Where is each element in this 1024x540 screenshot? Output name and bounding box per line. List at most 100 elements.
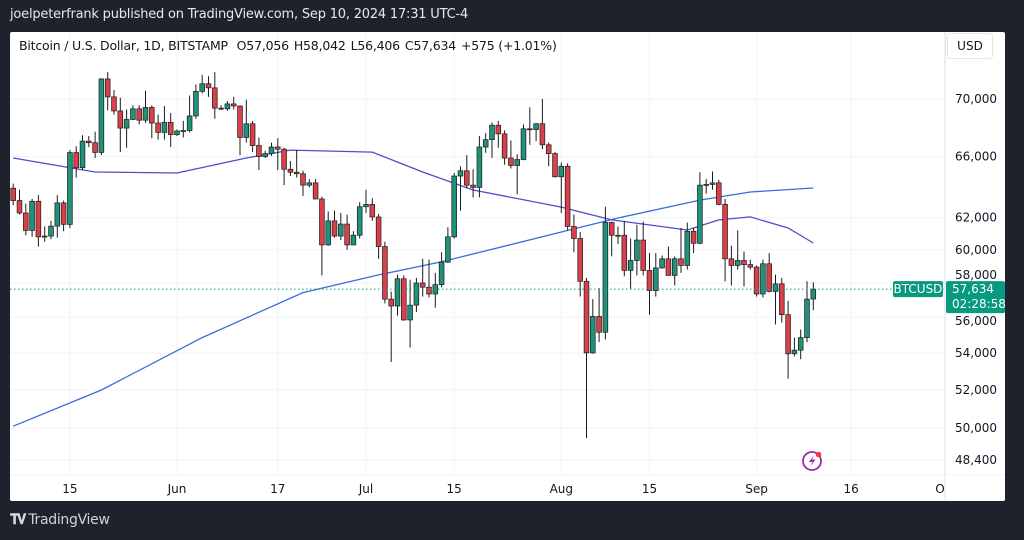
- candle: [533, 123, 539, 142]
- candle: [350, 231, 357, 246]
- candle-body-up: [174, 130, 180, 135]
- publisher-caption: joelpeterfrank published on TradingView.…: [10, 7, 469, 22]
- candle-body-down: [155, 122, 161, 133]
- candle-body-up: [130, 108, 136, 120]
- candle: [608, 221, 615, 257]
- candle-body-up: [413, 282, 420, 306]
- candle: [716, 179, 722, 206]
- candle-body-down: [741, 260, 747, 265]
- candle-body-up: [161, 121, 168, 133]
- candle-body-down: [464, 170, 470, 186]
- candle: [552, 152, 558, 178]
- candle: [438, 252, 445, 288]
- candle-body-down: [117, 110, 124, 129]
- candle: [709, 171, 716, 190]
- grid: [10, 32, 947, 475]
- candle-body-down: [583, 280, 590, 354]
- candle: [470, 169, 476, 198]
- candle: [79, 135, 86, 170]
- candle: [464, 155, 470, 189]
- candle-body-up: [54, 202, 61, 227]
- candle: [659, 255, 665, 269]
- candle: [60, 200, 67, 232]
- candle: [407, 279, 413, 348]
- time-tick-label: Sep: [745, 482, 768, 496]
- candle-body-down: [508, 157, 514, 166]
- candle: [312, 179, 319, 200]
- candle-body-up: [489, 124, 495, 141]
- candle: [671, 256, 678, 286]
- candle-body-up: [363, 204, 369, 208]
- chart-panel[interactable]: [10, 32, 1005, 501]
- candle-body-down: [104, 78, 111, 98]
- symbol-description[interactable]: Bitcoin / U.S. Dollar, 1D, BITSTAMP: [19, 38, 228, 53]
- candle: [501, 130, 508, 165]
- candle: [514, 154, 520, 195]
- candle: [275, 138, 281, 170]
- candle-body-up: [533, 123, 539, 130]
- candle: [797, 329, 804, 360]
- candle: [319, 196, 325, 276]
- lightning-icon[interactable]: [802, 451, 822, 471]
- candle-body-up: [659, 258, 665, 269]
- candle: [218, 105, 224, 111]
- candle-body-up: [445, 236, 451, 263]
- candle-body-down: [300, 173, 306, 186]
- candle: [791, 337, 798, 357]
- candle-body-down: [136, 108, 142, 121]
- candle-body-down: [388, 298, 394, 307]
- candle: [237, 105, 243, 156]
- candle-body-up: [243, 123, 250, 138]
- candle: [678, 228, 684, 273]
- candle-body-down: [539, 123, 546, 146]
- time-tick-label: 17: [270, 482, 285, 496]
- tradingview-logo[interactable]: 𝐓𝐕 TradingView: [10, 512, 110, 528]
- candle: [281, 147, 287, 186]
- candle-body-down: [596, 316, 602, 333]
- candle-body-up: [514, 159, 520, 166]
- candle: [634, 224, 640, 276]
- candle: [558, 162, 565, 214]
- candle: [785, 300, 791, 379]
- high-value: H58,042: [293, 38, 346, 53]
- candle: [401, 275, 407, 321]
- currency-button[interactable]: USD: [947, 33, 993, 59]
- candle-body-up: [709, 182, 716, 185]
- candle: [413, 277, 420, 313]
- candle-body-down: [571, 226, 577, 239]
- candle: [640, 221, 646, 276]
- time-tick-label: Jul: [358, 482, 373, 496]
- candle: [243, 99, 250, 143]
- candle: [174, 129, 180, 137]
- candle: [697, 172, 703, 245]
- symbol-label-text: BTCUSD: [894, 282, 943, 296]
- price-axis[interactable]: 70,000 66,000 62,000 60,000 58,000 56,000 54,0…: [955, 92, 997, 467]
- candle: [577, 232, 583, 297]
- candle-body-up: [590, 316, 596, 354]
- candle: [363, 189, 369, 214]
- candle-body-down: [275, 146, 281, 150]
- candle-body-up: [797, 337, 804, 351]
- candle: [539, 99, 546, 150]
- candle: [331, 210, 338, 238]
- candle-body-down: [218, 107, 224, 110]
- candle-body-up: [810, 288, 817, 300]
- candle-body-up: [356, 206, 363, 236]
- candle-body-up: [457, 170, 464, 177]
- price-tick-label: 48,400: [955, 453, 997, 467]
- candle-body-down: [167, 121, 174, 135]
- time-axis[interactable]: 15 Jun 17 Jul 15 Aug 15 Sep 16 Oct: [62, 482, 956, 496]
- candle-body-up: [262, 153, 268, 157]
- candle: [104, 72, 111, 111]
- time-tick-label: 15: [447, 482, 462, 496]
- candle-body-up: [306, 182, 313, 186]
- candle: [690, 228, 697, 254]
- candle-body-down: [23, 212, 29, 231]
- candle: [344, 214, 350, 250]
- candle: [375, 213, 382, 259]
- candle: [508, 140, 514, 169]
- candle-body-up: [653, 267, 659, 291]
- candle: [92, 131, 98, 159]
- tv-logo-icon: 𝐓𝐕: [10, 512, 26, 528]
